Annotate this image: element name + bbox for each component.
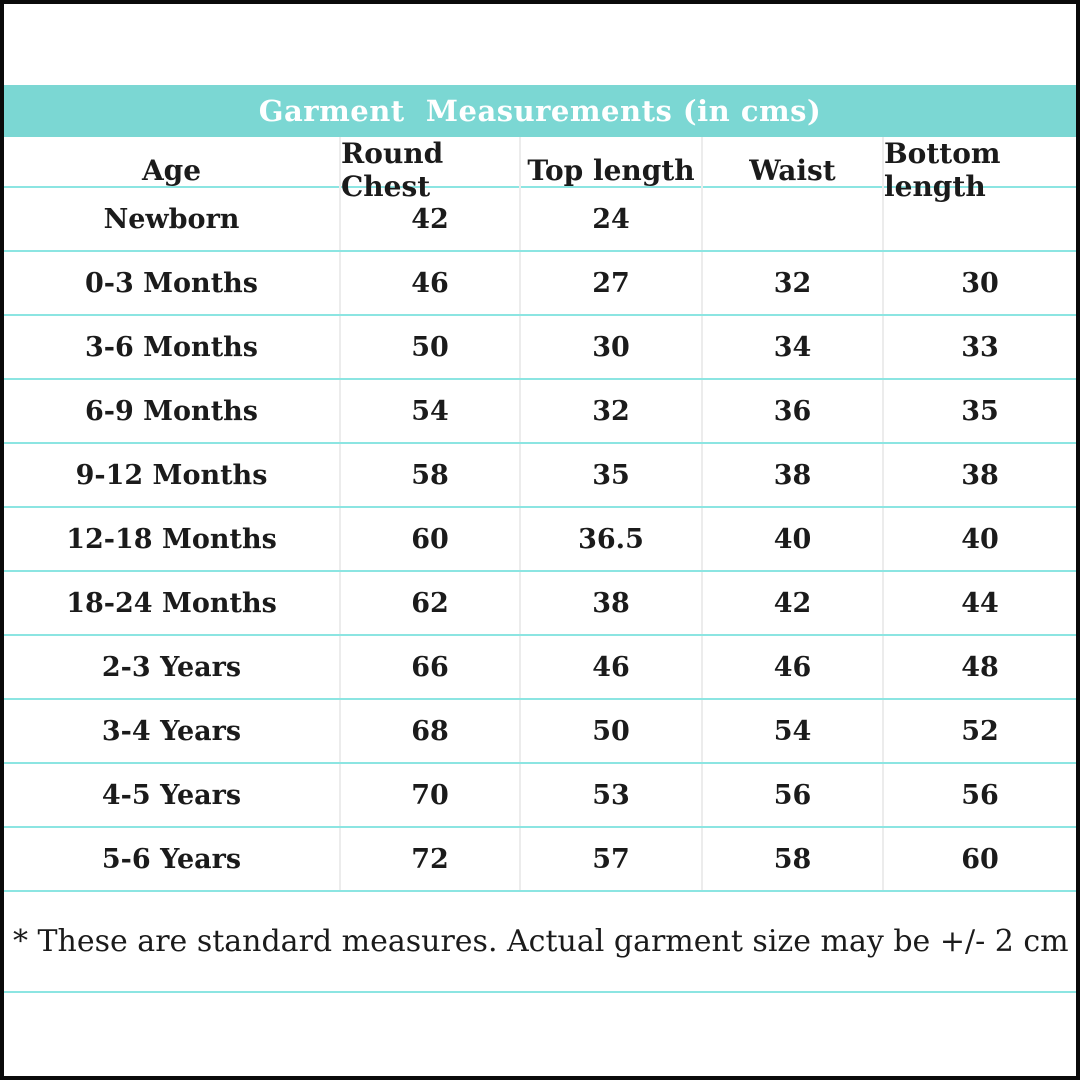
cell-waist: 34 <box>701 316 882 378</box>
cell-bottom-length: 56 <box>882 764 1076 826</box>
table-row-18-24-months: 18-24 Months 62 38 42 44 <box>4 570 1076 634</box>
cell-top-length: 30 <box>519 316 701 378</box>
cell-age: Newborn <box>103 203 240 235</box>
table-header-row: Age Round Chest Top length Waist Bottom … <box>4 137 1076 203</box>
cell-top-length: 24 <box>519 188 701 250</box>
cell-bottom-length: 52 <box>882 700 1076 762</box>
cell-round-chest: 60 <box>339 508 519 570</box>
table-row-4-5-years: 4-5 Years 70 53 56 56 <box>4 762 1076 826</box>
cell-top-length: 50 <box>519 700 701 762</box>
table-row-9-12-months: 9-12 Months 58 35 38 38 <box>4 442 1076 506</box>
cell-waist: 56 <box>701 764 882 826</box>
cell-bottom-length: 40 <box>882 508 1076 570</box>
cell-bottom-length: 30 <box>882 252 1076 314</box>
cell-waist: 42 <box>701 572 882 634</box>
cell-bottom-length <box>882 188 1076 250</box>
cell-bottom-length: 38 <box>882 444 1076 506</box>
cell-age: 2-3 Years <box>101 651 242 683</box>
cell-bottom-length: 44 <box>882 572 1076 634</box>
cell-top-length: 27 <box>519 252 701 314</box>
cell-waist: 40 <box>701 508 882 570</box>
table-row-3-6-months: 3-6 Months 50 30 34 33 <box>4 314 1076 378</box>
table-title: Garment Measurements (in cms) <box>258 94 822 128</box>
cell-top-length: 38 <box>519 572 701 634</box>
cell-waist: 32 <box>701 252 882 314</box>
cell-bottom-length: 35 <box>882 380 1076 442</box>
table-row-newborn: Newborn 42 24 <box>4 186 1076 250</box>
cell-top-length: 53 <box>519 764 701 826</box>
cell-round-chest: 66 <box>339 636 519 698</box>
cell-top-length: 32 <box>519 380 701 442</box>
cell-round-chest: 46 <box>339 252 519 314</box>
cell-round-chest: 70 <box>339 764 519 826</box>
cell-age: 18-24 Months <box>66 587 277 619</box>
cell-age: 0-3 Months <box>84 267 258 299</box>
cell-round-chest: 42 <box>339 188 519 250</box>
cell-age: 9-12 Months <box>75 459 268 491</box>
cell-age: 12-18 Months <box>66 523 277 555</box>
cell-round-chest: 72 <box>339 828 519 890</box>
table-row-6-9-months: 6-9 Months 54 32 36 35 <box>4 378 1076 442</box>
column-header-waist: Waist <box>701 137 882 203</box>
cell-top-length: 35 <box>519 444 701 506</box>
top-margin <box>4 4 1076 85</box>
cell-waist: 54 <box>701 700 882 762</box>
cell-age: 4-5 Years <box>101 779 242 811</box>
table-row-2-3-years: 2-3 Years 66 46 46 48 <box>4 634 1076 698</box>
footnote-band: * These are standard measures. Actual ga… <box>4 890 1076 993</box>
table-row-12-18-months: 12-18 Months 60 36.5 40 40 <box>4 506 1076 570</box>
cell-waist: 38 <box>701 444 882 506</box>
cell-top-length: 57 <box>519 828 701 890</box>
table-row-0-3-months: 0-3 Months 46 27 32 30 <box>4 250 1076 314</box>
cell-round-chest: 62 <box>339 572 519 634</box>
cell-bottom-length: 33 <box>882 316 1076 378</box>
table-row-5-6-years: 5-6 Years 72 57 58 60 <box>4 826 1076 890</box>
cell-round-chest: 54 <box>339 380 519 442</box>
cell-top-length: 46 <box>519 636 701 698</box>
table-row-3-4-years: 3-4 Years 68 50 54 52 <box>4 698 1076 762</box>
table-title-band: Garment Measurements (in cms) <box>4 85 1076 137</box>
cell-bottom-length: 60 <box>882 828 1076 890</box>
cell-waist: 46 <box>701 636 882 698</box>
cell-top-length: 36.5 <box>519 508 701 570</box>
cell-age: 6-9 Months <box>84 395 258 427</box>
column-header-age: Age <box>141 153 202 187</box>
cell-bottom-length: 48 <box>882 636 1076 698</box>
cell-age: 5-6 Years <box>101 843 242 875</box>
cell-waist <box>701 188 882 250</box>
cell-age: 3-4 Years <box>101 715 242 747</box>
cell-waist: 36 <box>701 380 882 442</box>
cell-age: 3-6 Months <box>84 331 258 363</box>
column-header-top-length: Top length <box>519 137 701 203</box>
cell-round-chest: 58 <box>339 444 519 506</box>
footnote: * These are standard measures. Actual ga… <box>13 924 1069 959</box>
column-header-bottom-length: Bottom length <box>882 137 1076 203</box>
column-header-round-chest: Round Chest <box>339 137 519 203</box>
cell-round-chest: 68 <box>339 700 519 762</box>
cell-round-chest: 50 <box>339 316 519 378</box>
cell-waist: 58 <box>701 828 882 890</box>
